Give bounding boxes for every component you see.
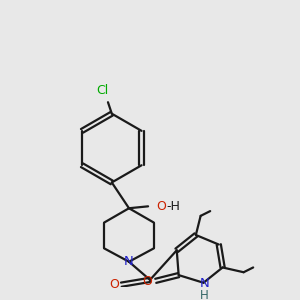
Text: O: O — [157, 200, 166, 213]
Text: O: O — [109, 278, 118, 291]
Text: O: O — [142, 275, 152, 288]
Text: N: N — [124, 255, 134, 268]
Text: H: H — [200, 289, 209, 300]
Text: -H: -H — [166, 200, 180, 213]
Text: Cl: Cl — [96, 84, 108, 97]
Text: N: N — [200, 277, 209, 290]
